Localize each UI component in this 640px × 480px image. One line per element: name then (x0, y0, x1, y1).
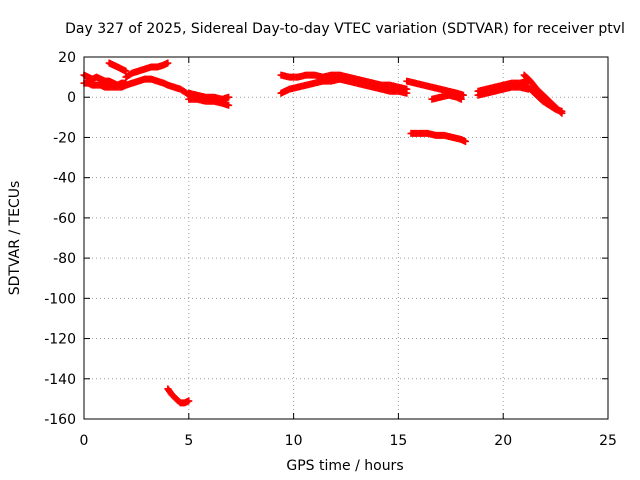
y-tick-label: -80 (53, 251, 76, 267)
data-point (185, 397, 193, 405)
y-tick-label: 20 (58, 50, 76, 66)
data-series (122, 59, 172, 81)
y-tick-label: -140 (44, 372, 76, 388)
x-axis-label: GPS time / hours (286, 458, 403, 474)
x-tick-label: 25 (599, 433, 617, 449)
data-point (225, 93, 233, 101)
x-tick-label: 0 (80, 433, 89, 449)
y-tick-label: -20 (53, 130, 76, 146)
x-tick-label: 10 (285, 433, 303, 449)
x-tick-label: 5 (184, 433, 193, 449)
data-point (457, 95, 465, 103)
y-tick-label: -120 (44, 332, 76, 348)
y-tick-label: -160 (44, 412, 76, 428)
data-point (122, 67, 130, 75)
data-point (403, 89, 411, 97)
plot-frame (83, 56, 609, 420)
data-points (80, 59, 566, 407)
data-series (80, 71, 130, 89)
data-point (164, 59, 172, 67)
data-point (459, 91, 467, 99)
data-point (461, 137, 469, 145)
data-series (164, 385, 193, 407)
data-series (520, 81, 566, 115)
chart-title: Day 327 of 2025, Sidereal Day-to-day VTE… (65, 21, 625, 37)
data-series (122, 75, 193, 99)
data-series (474, 83, 532, 99)
y-tick-label: 0 (67, 90, 76, 106)
grid (84, 57, 608, 419)
data-series (80, 79, 130, 91)
y-tick-label: -60 (53, 211, 76, 227)
ticks: 0 5 10 15 20 25 20 0 -20 -40 -60 -80 -100 -120 -140 -16… (44, 50, 617, 449)
x-tick-label: 15 (389, 433, 407, 449)
data-series (277, 75, 411, 97)
data-series (105, 59, 130, 75)
y-tick-label: -40 (53, 171, 76, 187)
data-series (428, 91, 465, 103)
data-point (558, 107, 566, 115)
x-tick-label: 20 (494, 433, 512, 449)
data-series (407, 129, 469, 145)
data-point (225, 101, 233, 109)
data-series (185, 95, 233, 109)
y-axis-label: SDTVAR / TECUs (7, 181, 23, 296)
y-tick-label: -100 (44, 291, 76, 307)
